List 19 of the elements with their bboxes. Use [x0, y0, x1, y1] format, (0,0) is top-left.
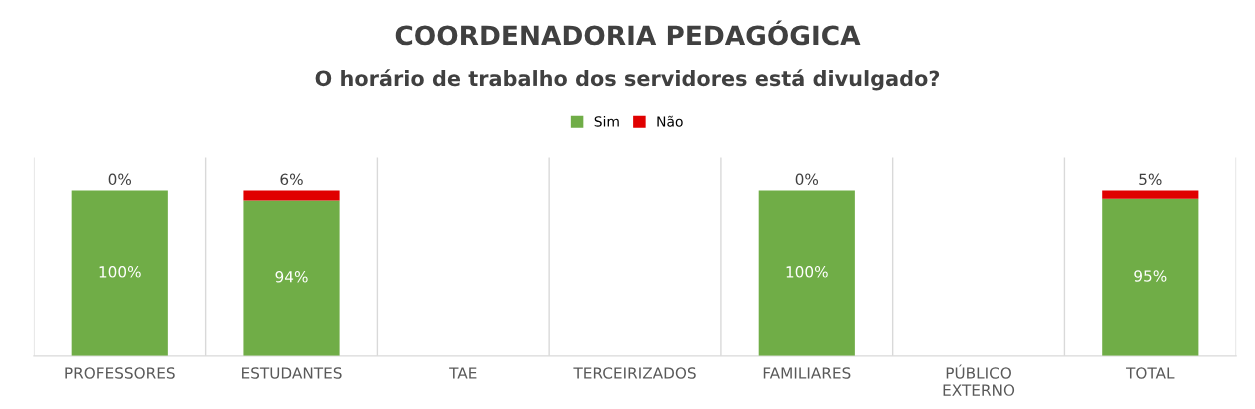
data-label: 100% [786, 266, 828, 278]
legend-label: Não [657, 115, 683, 127]
x-tick-label: TOTAL [1126, 367, 1175, 379]
data-label: 95% [1134, 270, 1167, 282]
x-tick-label: ESTUDANTES [242, 367, 342, 379]
legend-label: Sim [594, 115, 619, 127]
data-label: 0% [795, 173, 819, 186]
data-label: 100% [99, 266, 141, 278]
data-label: 6% [280, 173, 303, 186]
x-tick-label: PROFESSORES [65, 367, 175, 379]
x-tick-label: TAE [449, 367, 477, 379]
chart-subtitle: O horário de trabalho dos servidores está divulgado? [315, 69, 940, 91]
x-tick-label: TERCEIRIZADOS [573, 367, 696, 379]
data-label: 5% [1139, 173, 1162, 186]
data-label: 94% [275, 271, 308, 283]
x-tick-label: FAMILIARES [763, 367, 851, 379]
data-label: 0% [108, 173, 132, 186]
chart-title: COORDENADORIA PEDAGÓGICA [395, 20, 861, 46]
x-tick-label: PÚBLICO EXTERNO [943, 364, 1015, 396]
